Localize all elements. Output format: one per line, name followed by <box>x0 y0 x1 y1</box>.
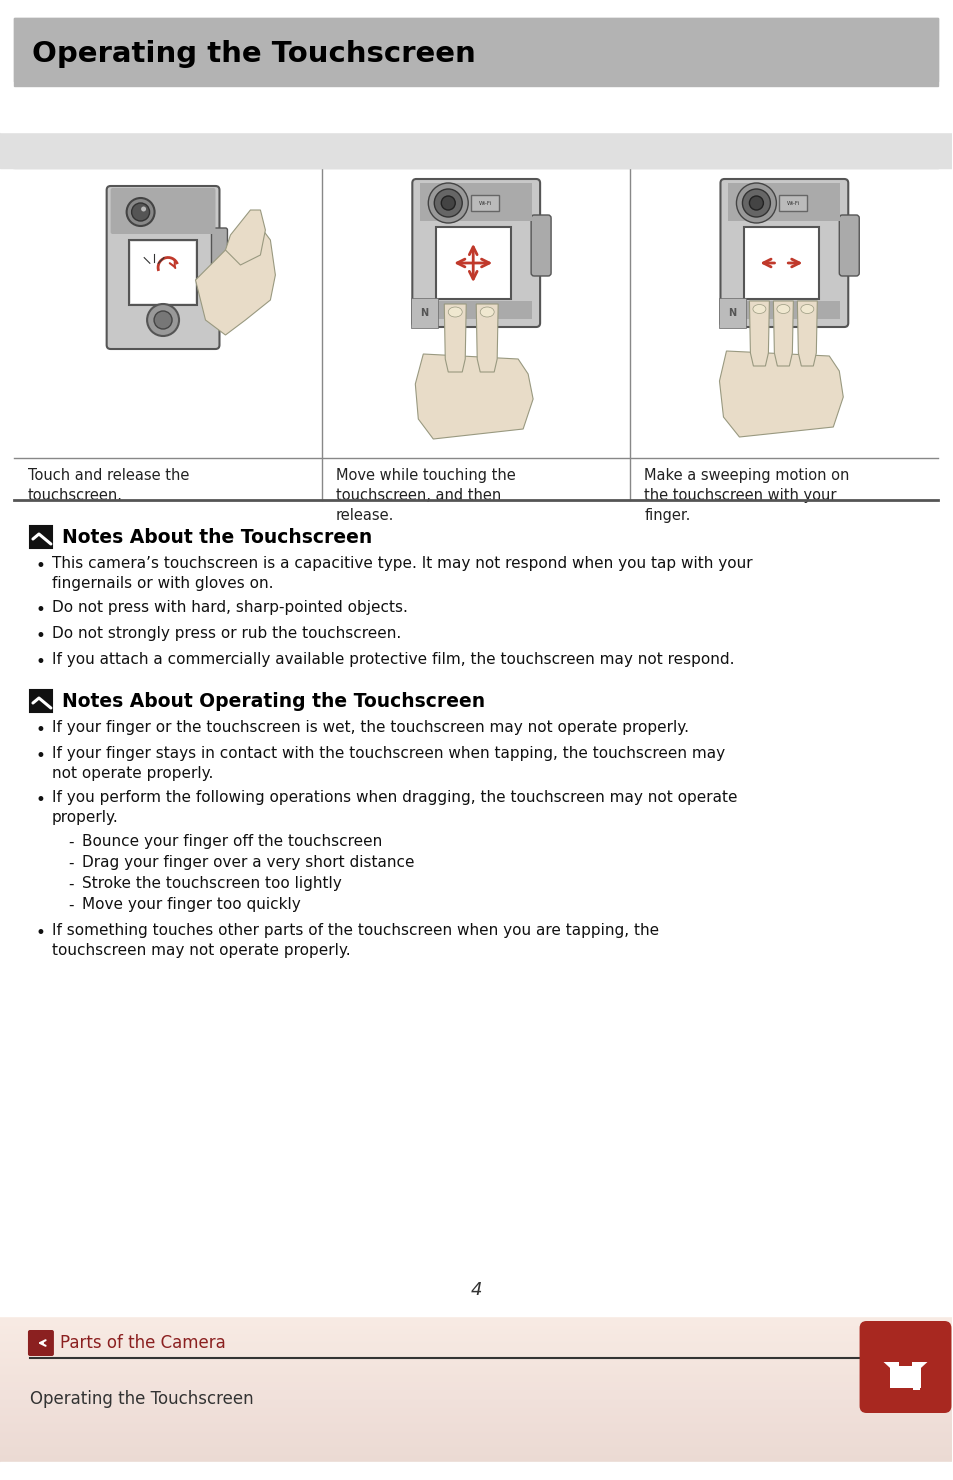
Text: This camera’s touchscreen is a capacitive type. It may not respond when you tap : This camera’s touchscreen is a capacitiv… <box>51 556 752 591</box>
Text: •: • <box>36 556 46 576</box>
Ellipse shape <box>154 311 172 329</box>
Text: Notes About Operating the Touchscreen: Notes About Operating the Touchscreen <box>62 691 484 710</box>
Ellipse shape <box>141 207 146 212</box>
Bar <box>0 81 951 132</box>
Ellipse shape <box>741 189 770 218</box>
Bar <box>743 226 818 299</box>
Text: Drag: Drag <box>454 141 497 158</box>
Ellipse shape <box>441 195 455 210</box>
Ellipse shape <box>428 184 468 223</box>
FancyBboxPatch shape <box>839 215 859 275</box>
Ellipse shape <box>434 189 462 218</box>
Text: If you attach a commercially available protective film, the touchscreen may not : If you attach a commercially available p… <box>51 653 734 667</box>
FancyBboxPatch shape <box>412 179 539 327</box>
Ellipse shape <box>736 184 776 223</box>
Bar <box>420 300 532 320</box>
Text: •: • <box>36 721 46 739</box>
Text: -: - <box>68 898 73 913</box>
Text: Move while touching the
touchscreen, and then
release.: Move while touching the touchscreen, and… <box>335 468 516 522</box>
Bar <box>420 184 532 221</box>
Bar <box>30 525 51 548</box>
Bar <box>888 1362 921 1388</box>
Bar <box>898 1350 911 1366</box>
Ellipse shape <box>147 303 179 336</box>
Text: Make a sweeping motion on
the touchscreen with your
finger.: Make a sweeping motion on the touchscree… <box>643 468 849 522</box>
Text: •: • <box>36 628 46 645</box>
Polygon shape <box>415 354 533 440</box>
Text: -: - <box>68 878 73 892</box>
Ellipse shape <box>800 305 813 314</box>
Ellipse shape <box>776 305 789 314</box>
FancyBboxPatch shape <box>531 215 551 275</box>
Text: -: - <box>68 835 73 850</box>
Text: Move your finger too quickly: Move your finger too quickly <box>82 897 300 912</box>
Text: You can operate this camera’s monitor by touching it with your fingers.: You can operate this camera’s monitor by… <box>31 108 653 126</box>
Text: Stroke the touchscreen too lightly: Stroke the touchscreen too lightly <box>82 876 341 891</box>
Bar <box>129 240 197 305</box>
Text: Do not press with hard, sharp-pointed objects.: Do not press with hard, sharp-pointed ob… <box>51 599 407 616</box>
Ellipse shape <box>479 306 494 317</box>
Polygon shape <box>749 300 768 366</box>
Bar <box>779 195 806 212</box>
Text: •: • <box>36 924 46 941</box>
Text: Operating the Touchscreen: Operating the Touchscreen <box>31 40 476 68</box>
Text: •: • <box>36 653 46 670</box>
Text: -: - <box>68 855 73 872</box>
Bar <box>728 300 840 320</box>
Text: Operating the Touchscreen: Operating the Touchscreen <box>30 1390 253 1407</box>
Text: Tap: Tap <box>152 141 183 158</box>
Polygon shape <box>882 1362 926 1382</box>
Bar <box>0 132 951 169</box>
FancyBboxPatch shape <box>212 228 227 272</box>
Bar <box>14 132 938 169</box>
Bar <box>30 690 51 712</box>
Text: 4: 4 <box>470 1282 481 1299</box>
Text: Wi-Fi: Wi-Fi <box>786 200 799 206</box>
Text: Drag your finger over a very short distance: Drag your finger over a very short dista… <box>82 855 414 870</box>
Text: Touch and release the
touchscreen.: Touch and release the touchscreen. <box>28 468 189 503</box>
Text: If you perform the following operations when dragging, the touchscreen may not o: If you perform the following operations … <box>51 790 737 824</box>
Polygon shape <box>719 351 842 437</box>
Polygon shape <box>476 303 497 371</box>
Text: If your finger or the touchscreen is wet, the touchscreen may not operate proper: If your finger or the touchscreen is wet… <box>51 719 688 736</box>
Polygon shape <box>195 221 275 334</box>
Bar <box>131 243 194 303</box>
Text: Notes About the Touchscreen: Notes About the Touchscreen <box>62 527 372 546</box>
Text: •: • <box>36 790 46 810</box>
FancyBboxPatch shape <box>859 1322 950 1413</box>
Bar <box>913 1378 920 1390</box>
Text: Flick: Flick <box>763 141 804 158</box>
Text: If your finger stays in contact with the touchscreen when tapping, the touchscre: If your finger stays in contact with the… <box>51 746 724 781</box>
Bar <box>14 18 938 86</box>
Text: Wi-Fi: Wi-Fi <box>478 200 491 206</box>
Polygon shape <box>225 210 265 265</box>
Text: Operating the Touchscreen: Operating the Touchscreen <box>31 40 476 68</box>
FancyBboxPatch shape <box>111 188 215 234</box>
Bar <box>728 184 840 221</box>
Text: Do not strongly press or rub the touchscreen.: Do not strongly press or rub the touchsc… <box>51 626 401 641</box>
Polygon shape <box>797 300 817 366</box>
Ellipse shape <box>752 305 765 314</box>
Text: •: • <box>36 747 46 765</box>
Ellipse shape <box>127 198 154 226</box>
FancyBboxPatch shape <box>28 1331 54 1356</box>
Ellipse shape <box>132 203 150 221</box>
Text: Parts of the Camera: Parts of the Camera <box>60 1333 226 1353</box>
Text: N: N <box>419 308 428 318</box>
Text: Bounce your finger off the touchscreen: Bounce your finger off the touchscreen <box>82 835 382 850</box>
FancyBboxPatch shape <box>107 186 219 349</box>
Bar <box>14 18 938 86</box>
Polygon shape <box>773 300 793 366</box>
Bar <box>0 1462 951 1480</box>
Text: •: • <box>36 601 46 619</box>
Ellipse shape <box>749 195 762 210</box>
FancyBboxPatch shape <box>720 179 847 327</box>
Bar <box>471 195 498 212</box>
Text: If something touches other parts of the touchscreen when you are tapping, the
to: If something touches other parts of the … <box>51 924 659 958</box>
Polygon shape <box>444 303 466 371</box>
Text: N: N <box>728 308 736 318</box>
Bar <box>436 226 510 299</box>
Ellipse shape <box>448 306 462 317</box>
